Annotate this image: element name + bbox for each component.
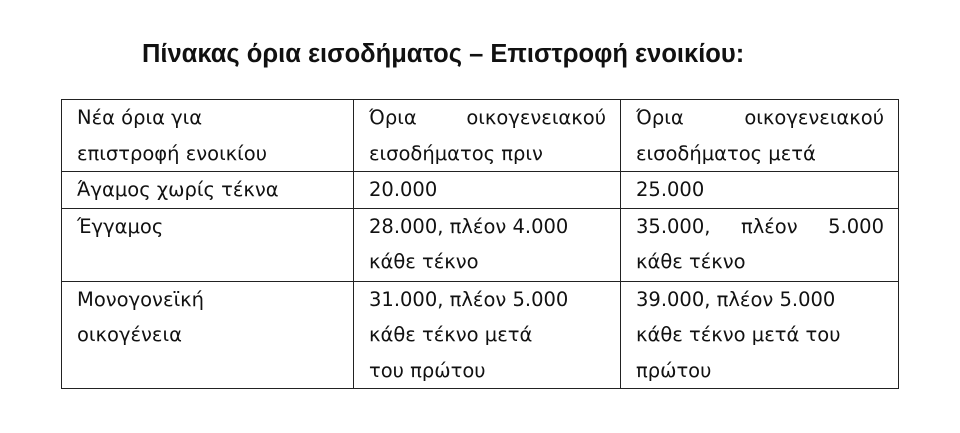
cell-line: 39.000, πλέον 5.000: [636, 287, 836, 311]
table-row: Έγγαμος 28.000, πλέον 4.000 κάθε τέκνο 35…: [61, 207, 899, 282]
table-row: Άγαμος χωρίς τέκνα 20.000 25.000: [61, 171, 899, 209]
cell-line: κάθε τέκνο: [636, 250, 746, 273]
cell-after: 35.000, πλέον 5.000 κάθε τέκνο: [620, 207, 899, 282]
page-title: Πίνακας όρια εισοδήματος – Επιστροφή ενο…: [142, 40, 745, 68]
cell-line: οικογένεια: [77, 323, 182, 346]
cell-line: επιστροφή ενοικίου: [77, 141, 267, 165]
cell-line: κάθε τέκνο μετά: [369, 323, 533, 346]
cell-line: Όρια οικογενειακού: [369, 106, 606, 129]
cell-line: 35.000, πλέον 5.000: [636, 214, 884, 238]
cell-category: Έγγαμος: [61, 207, 354, 282]
cell-line: εισοδήματος μετά: [636, 141, 816, 165]
cell-line: Όρια οικογενειακού: [636, 106, 884, 129]
cell-line: 31.000, πλέον 5.000: [369, 287, 569, 311]
cell-before: 28.000, πλέον 4.000 κάθε τέκνο: [353, 207, 621, 282]
cell-before: 20.000: [353, 171, 621, 209]
cell-line: κάθε τέκνο μετά του: [636, 323, 841, 346]
cell-line: του πρώτου: [369, 358, 486, 382]
table-row: Μονογονεϊκή οικογένεια 31.000, πλέον 5.00…: [61, 280, 899, 389]
cell-after: 39.000, πλέον 5.000 κάθε τέκνο μετά του πρ…: [620, 280, 899, 389]
income-limits-table: Νέα όρια για επιστροφή ενοικίου Όρια οικο…: [61, 99, 899, 389]
header-cell-after: Όρια οικογενειακού εισοδήματος μετά: [620, 99, 899, 172]
cell-line: Μονογονεϊκή: [77, 287, 204, 311]
cell-category: Μονογονεϊκή οικογένεια: [61, 280, 354, 389]
cell-line: Άγαμος χωρίς τέκνα: [77, 178, 279, 201]
cell-line: Έγγαμος: [77, 214, 164, 238]
cell-line: κάθε τέκνο: [369, 250, 479, 273]
cell-category: Άγαμος χωρίς τέκνα: [61, 171, 354, 209]
header-cell-category: Νέα όρια για επιστροφή ενοικίου: [61, 99, 354, 172]
cell-line: 25.000: [636, 178, 705, 201]
cell-after: 25.000: [620, 171, 899, 209]
cell-line: εισοδήματος πριν: [369, 141, 543, 165]
cell-line: 28.000, πλέον 4.000: [369, 214, 569, 238]
cell-line: πρώτου: [636, 358, 712, 382]
cell-line: Νέα όρια για: [77, 106, 203, 129]
cell-line: 20.000: [369, 178, 438, 201]
header-cell-before: Όρια οικογενειακού εισοδήματος πριν: [353, 99, 621, 172]
table-header-row: Νέα όρια για επιστροφή ενοικίου Όρια οικο…: [61, 99, 899, 172]
cell-before: 31.000, πλέον 5.000 κάθε τέκνο μετά του πρ…: [353, 280, 621, 389]
